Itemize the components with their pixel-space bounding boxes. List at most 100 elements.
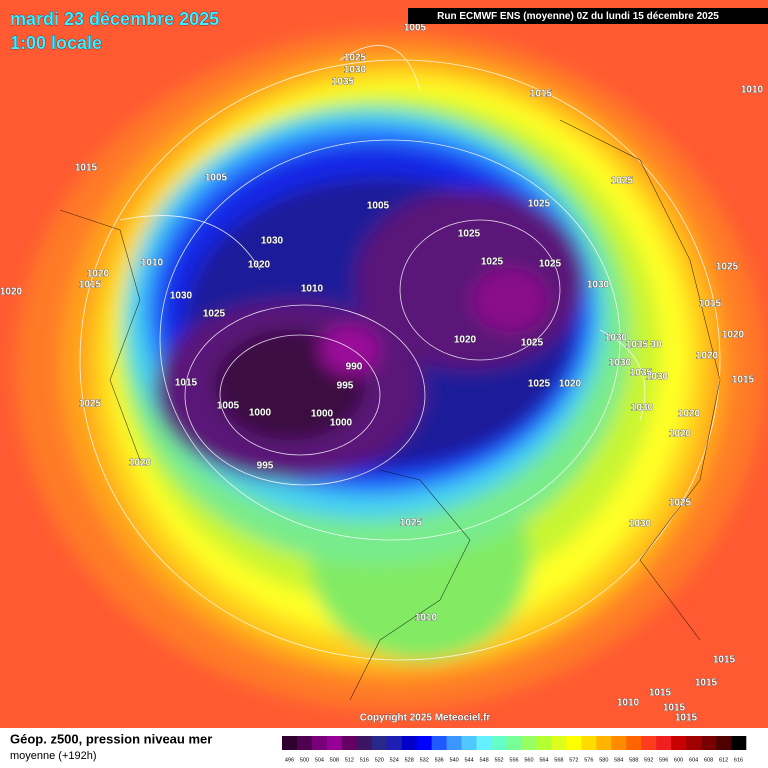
legend-swatch xyxy=(596,736,612,750)
isobar-label: 1015 xyxy=(663,703,686,714)
isobar-label: 1000 xyxy=(330,418,353,429)
legend-label: 516 xyxy=(360,757,369,763)
isobar-label: 1020 xyxy=(248,260,271,271)
isobar-label: 1020 xyxy=(722,330,745,341)
legend-label: 584 xyxy=(614,757,623,763)
legend-swatch xyxy=(341,736,358,750)
legend-label: 504 xyxy=(315,757,324,763)
legend-swatch xyxy=(446,736,462,750)
legend-label: 536 xyxy=(435,757,444,763)
legend-swatch xyxy=(566,736,582,750)
legend-label: 604 xyxy=(689,757,698,763)
isobar-label: 1015 xyxy=(175,378,198,389)
isobar-label: 1035 xyxy=(630,368,653,379)
isobar-label: 1000 xyxy=(311,409,334,420)
legend-swatch xyxy=(671,736,687,750)
legend-swatch xyxy=(476,736,492,750)
legend-swatch xyxy=(461,736,477,750)
isobar-label: 1005 xyxy=(404,23,427,34)
legend-label: 532 xyxy=(420,757,429,763)
legend-label: 576 xyxy=(584,757,593,763)
isobar-label: 1025 xyxy=(79,399,102,410)
legend-label: 552 xyxy=(494,757,503,763)
legend-label: 596 xyxy=(659,757,668,763)
isobar-label: 1015 xyxy=(675,713,698,724)
isobar-label: 1020 xyxy=(129,458,152,469)
legend-label: 588 xyxy=(629,757,638,763)
isobar-label: 1030 xyxy=(631,403,654,414)
legend-swatch xyxy=(401,736,418,750)
map-title: mardi 23 décembre 2025 xyxy=(10,9,219,29)
footer-title: Géop. z500, pression niveau mer xyxy=(10,731,212,746)
legend-label: 520 xyxy=(375,757,384,763)
legend-swatch xyxy=(386,736,403,750)
isobar-label: 990 xyxy=(346,362,363,373)
legend-swatch xyxy=(626,736,642,750)
legend-swatch xyxy=(731,736,747,750)
legend-swatch xyxy=(311,736,328,750)
isobar-label: 1030 xyxy=(587,280,610,291)
isobar-label: 30 xyxy=(650,340,662,351)
isobar-label: 1025 xyxy=(611,176,634,187)
legend-swatch xyxy=(491,736,507,750)
isobar-label: 1035 xyxy=(332,77,355,88)
legend-label: 556 xyxy=(509,757,518,763)
isobar-label: 1020 xyxy=(559,379,582,390)
isobar-label: 1015 xyxy=(75,163,98,174)
isobar-label: 1015 xyxy=(699,299,722,310)
isobar-label: 1025 xyxy=(203,309,226,320)
isobar-label: 1015 xyxy=(695,678,718,689)
isobar-label: 1025 xyxy=(344,53,367,64)
isobar-label: 1005 xyxy=(367,201,390,212)
coastlines xyxy=(59,119,721,701)
legend-label: 496 xyxy=(285,757,294,763)
isobar-label: 1010 xyxy=(415,613,438,624)
legend-label: 572 xyxy=(569,757,578,763)
isobar-label: 1025 xyxy=(669,498,692,509)
legend-swatch xyxy=(581,736,597,750)
legend-label: 548 xyxy=(479,757,488,763)
legend-swatch xyxy=(431,736,447,750)
legend-swatch xyxy=(356,736,373,750)
legend-swatch xyxy=(506,736,522,750)
isobar-label: 995 xyxy=(257,461,274,472)
legend-label: 616 xyxy=(734,757,743,763)
isobar-label: 1030 xyxy=(605,333,628,344)
legend-label: 608 xyxy=(704,757,713,763)
legend: 496 500 504 508 512 516 520 524 528 532 536 540 544 5… xyxy=(282,736,747,763)
legend-label: 524 xyxy=(390,757,399,763)
isobar-label: 1020 xyxy=(0,287,23,298)
footer-subtitle: moyenne (+192h) xyxy=(10,750,97,762)
legend-swatch xyxy=(716,736,732,750)
isobar-label: 1010 xyxy=(301,284,324,295)
legend-label: 500 xyxy=(300,757,309,763)
legend-swatch xyxy=(686,736,702,750)
run-info: Run ECMWF ENS (moyenne) 0Z du lundi 15 d… xyxy=(437,11,719,22)
isobar-label: 1025 xyxy=(400,518,423,529)
copyright: Copyright 2025 Meteociel.fr xyxy=(360,713,491,724)
legend-label: 508 xyxy=(330,757,339,763)
legend-swatch xyxy=(701,736,717,750)
isobar-label: 1010 xyxy=(141,258,164,269)
isobar-label: 1035 xyxy=(626,340,649,351)
map-subtitle: 1:00 locale xyxy=(10,33,102,53)
isobar-label: 1025 xyxy=(716,262,739,273)
height-field xyxy=(15,30,765,710)
isobar-label: 1025 xyxy=(521,338,544,349)
isobar-label: 1015 xyxy=(649,688,672,699)
isobar-label: 1005 xyxy=(217,401,240,412)
isobar-label: 1030 xyxy=(609,358,632,369)
run-box xyxy=(408,8,768,24)
isobar-label: 1020 xyxy=(87,269,110,280)
legend-label: 564 xyxy=(539,757,548,763)
isobar-label: 1025 xyxy=(458,229,481,240)
isobar-label: 1025 xyxy=(539,259,562,270)
legend-swatch xyxy=(641,736,657,750)
isobar-label: 1030 xyxy=(344,65,367,76)
legend-swatch xyxy=(371,736,388,750)
isobar-label: 1030 xyxy=(261,236,284,247)
legend-swatch xyxy=(326,736,343,750)
isobar-label: 1025 xyxy=(481,257,504,268)
